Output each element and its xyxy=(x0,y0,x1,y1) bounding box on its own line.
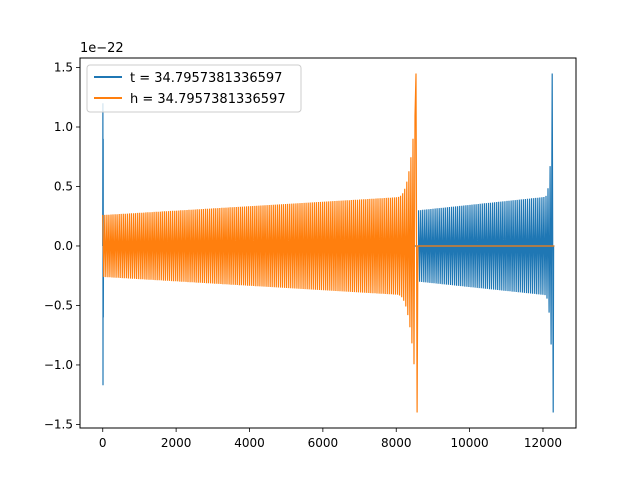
x-tick-label: 4000 xyxy=(234,436,265,450)
x-tick-label: 2000 xyxy=(161,436,192,450)
series-t xyxy=(102,73,555,413)
x-tick-label: 8000 xyxy=(381,436,412,450)
x-tick-label: 12000 xyxy=(524,436,562,450)
x-axis: 0 2000 4000 6000 8000 10000 12000 xyxy=(99,428,562,450)
x-tick-label: 10000 xyxy=(451,436,489,450)
y-tick-label: 1.5 xyxy=(54,61,73,75)
y-axis: −1.5 −1.0 −0.5 0.0 0.5 1.0 1.5 xyxy=(44,61,80,431)
y-tick-label: 1.0 xyxy=(54,120,73,134)
plot-area xyxy=(79,57,577,429)
x-tick-label: 0 xyxy=(99,436,107,450)
y-offset-text: 1e−22 xyxy=(80,41,124,56)
series-h xyxy=(102,73,555,413)
y-tick-label: −1.0 xyxy=(44,358,73,372)
series-line-t xyxy=(102,73,555,413)
legend-label-h: h = 34.7957381336597 xyxy=(130,92,286,107)
legend-label-t: t = 34.7957381336597 xyxy=(130,71,282,86)
x-tick-label: 6000 xyxy=(308,436,339,450)
y-tick-label: −1.5 xyxy=(44,417,73,431)
legend-box xyxy=(86,64,302,113)
series-line-h xyxy=(102,73,555,413)
y-tick-label: −0.5 xyxy=(44,298,73,312)
y-tick-label: 0.5 xyxy=(54,179,73,193)
series-layer xyxy=(102,73,555,413)
y-tick-label: 0.0 xyxy=(54,239,73,253)
axes-frame xyxy=(79,57,577,429)
legend: t = 34.7957381336597 h = 34.795738133659… xyxy=(86,64,302,113)
